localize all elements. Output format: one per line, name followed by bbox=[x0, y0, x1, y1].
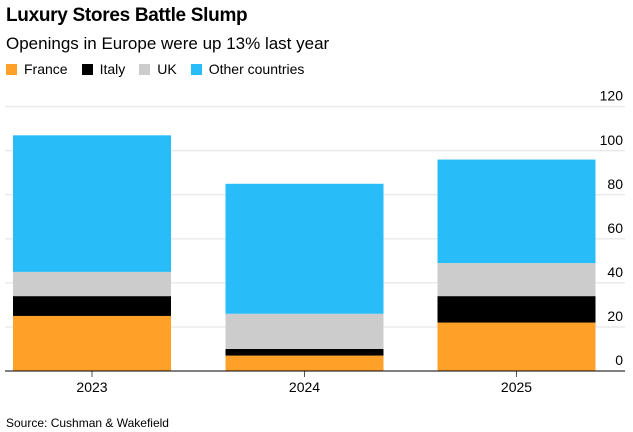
x-tick-label: 2025 bbox=[501, 379, 532, 395]
legend-swatch bbox=[139, 63, 151, 75]
bar-segment-other-countries bbox=[437, 159, 596, 264]
chart-subtitle: Openings in Europe were up 13% last year bbox=[6, 34, 330, 53]
legend-item: Italy bbox=[81, 61, 126, 77]
legend-item: France bbox=[6, 61, 68, 77]
y-tick-label: 120 bbox=[600, 88, 624, 104]
legend: France Italy UK Other countries bbox=[6, 61, 304, 77]
y-tick-label: 40 bbox=[607, 264, 623, 280]
legend-item: UK bbox=[139, 61, 177, 77]
legend-swatch bbox=[6, 63, 17, 75]
x-tick-label: 2024 bbox=[289, 379, 320, 395]
y-tick-label: 100 bbox=[600, 132, 624, 148]
legend-label: Italy bbox=[99, 61, 126, 77]
bar-segment-uk bbox=[225, 313, 384, 349]
legend-label: UK bbox=[157, 61, 177, 77]
bar-segment-france bbox=[225, 355, 384, 371]
y-tick-label: 20 bbox=[607, 308, 623, 324]
legend-swatch bbox=[190, 63, 202, 75]
legend-swatch bbox=[81, 63, 93, 75]
bar-segment-other-countries bbox=[225, 183, 384, 314]
legend-item: Other countries bbox=[190, 61, 305, 77]
legend-label: France bbox=[24, 61, 68, 77]
bar-segment-uk bbox=[13, 271, 171, 297]
bar-segment-uk bbox=[437, 263, 596, 297]
y-tick-label: 60 bbox=[607, 220, 623, 236]
bar-segment-france bbox=[13, 315, 171, 371]
legend-label: Other countries bbox=[208, 61, 305, 77]
bar-segment-italy bbox=[437, 296, 596, 323]
bar-segment-other-countries bbox=[13, 135, 171, 272]
source-note: Source: Cushman & Wakefield bbox=[6, 416, 169, 430]
y-tick-label: 80 bbox=[607, 176, 623, 192]
bar-segment-france bbox=[437, 322, 596, 371]
bar-segment-italy bbox=[13, 296, 171, 316]
y-tick-label: 0 bbox=[615, 352, 623, 368]
chart-title: Luxury Stores Battle Slump bbox=[6, 5, 248, 26]
x-tick-label: 2023 bbox=[76, 379, 107, 395]
bar-segment-italy bbox=[225, 348, 384, 356]
